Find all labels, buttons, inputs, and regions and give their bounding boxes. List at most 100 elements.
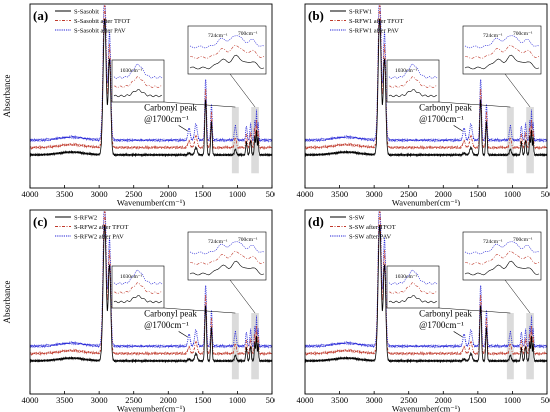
inset-annotation: 700cm⁻¹ <box>238 31 258 37</box>
inset-series-line <box>113 269 163 285</box>
carbonyl-annotation: Carbonyl peak <box>419 309 472 319</box>
series-line-0 <box>304 18 548 158</box>
inset-1030: 1030cm⁻¹ <box>111 59 165 103</box>
legend-label: S-Sasobit after PAV <box>74 28 126 35</box>
x-axis-label: Wavenumber(cm⁻¹) <box>117 198 185 207</box>
x-tick-label: 3500 <box>56 189 73 199</box>
carbonyl-annotation: @1700cm⁻¹ <box>144 114 189 124</box>
x-tick-label: 2500 <box>400 395 417 405</box>
plot-frame <box>29 209 273 395</box>
x-tick-label: 1000 <box>229 189 246 199</box>
x-axis-label: Wavenumber(cm⁻¹) <box>117 404 185 412</box>
panel-label: (d) <box>308 214 324 229</box>
inset-series-line <box>113 282 163 295</box>
inset-series-line <box>464 54 540 70</box>
series-line-2 <box>304 211 548 349</box>
legend-label: S-RFW1 after PAV <box>349 28 399 35</box>
ftir-chart-a: 4000 3500 3000 2500 2000 1500 1000 500 Wavenumbe… <box>2 3 275 207</box>
carbonyl-arrow <box>453 125 463 132</box>
inset-connector <box>438 101 511 108</box>
x-tick-label: 1000 <box>504 395 521 405</box>
series-line-1 <box>304 211 548 357</box>
inset-series-line <box>388 89 438 98</box>
x-tick-label: 3000 <box>366 189 383 199</box>
inset-series-line <box>388 282 438 295</box>
inset-series-line <box>113 89 163 98</box>
chart-panel-b: 4000 3500 3000 2500 2000 1500 1000 500 Wavenumbe… <box>275 0 550 206</box>
chart-panel-c: 4000 3500 3000 2500 2000 1500 1000 500 Wavenumbe… <box>0 206 275 412</box>
inset-series-line <box>189 241 265 255</box>
carbonyl-annotation: @1700cm⁻¹ <box>144 320 189 330</box>
x-tick-label: 500 <box>266 189 275 199</box>
series-line-0 <box>29 18 273 158</box>
ftir-chart-b: 4000 3500 3000 2500 2000 1500 1000 500 Wavenumbe… <box>297 3 550 206</box>
panel-label: (c) <box>33 214 47 229</box>
x-tick-label: 2000 <box>435 395 452 405</box>
inset-annotation: 724cm⁻¹ <box>208 33 228 39</box>
inset-series-line <box>464 260 540 276</box>
legend-label: S-RFW1 <box>349 9 372 16</box>
x-tick-label: 3500 <box>331 395 348 405</box>
x-tick-label: 3500 <box>56 395 73 405</box>
x-tick-label: 1500 <box>194 395 211 405</box>
inset-1030: 1030cm⁻¹ <box>386 59 440 103</box>
x-tick-label: 1500 <box>194 189 211 199</box>
inset-series-line <box>388 76 438 89</box>
x-tick-label: 1500 <box>469 395 486 405</box>
carbonyl-annotation: Carbonyl peak <box>144 309 197 319</box>
inset-series-line <box>113 295 163 304</box>
inset-connector <box>163 307 236 314</box>
plot-frame <box>304 209 548 395</box>
highlight-band <box>506 107 514 174</box>
inset-724-700: 724cm⁻¹ 700cm⁻¹ <box>187 25 267 75</box>
x-tick-label: 1500 <box>469 189 486 199</box>
x-tick-label: 1000 <box>229 395 246 405</box>
inset-724-700: 724cm⁻¹ 700cm⁻¹ <box>462 25 542 75</box>
inset-724-700: 724cm⁻¹ 700cm⁻¹ <box>462 231 542 281</box>
x-tick-label: 2500 <box>125 189 142 199</box>
inset-annotation: 1030cm⁻¹ <box>120 68 143 74</box>
inset-annotation: 1030cm⁻¹ <box>395 68 418 74</box>
legend-label: S-RFW2 after TFOT <box>74 224 128 231</box>
x-tick-label: 2000 <box>435 189 452 199</box>
legend-label: S-SW <box>349 215 365 222</box>
inset-series-line <box>189 260 265 276</box>
inset-series-line <box>113 63 163 79</box>
legend-label: S-RFW2 <box>74 215 97 222</box>
x-axis-label: Wavenumber(cm⁻¹) <box>392 404 460 412</box>
x-tick-label: 2500 <box>125 395 142 405</box>
ftir-chart-c: 4000 3500 3000 2500 2000 1500 1000 500 Wavenumbe… <box>2 209 275 412</box>
x-tick-label: 500 <box>541 395 550 405</box>
inset-1030: 1030cm⁻¹ <box>111 265 165 309</box>
x-tick-label: 2500 <box>400 189 417 199</box>
inset-724-700: 724cm⁻¹ 700cm⁻¹ <box>187 231 267 281</box>
x-tick-label: 3000 <box>91 395 108 405</box>
y-axis-label: Absorbance <box>2 75 12 118</box>
inset-1030: 1030cm⁻¹ <box>386 265 440 309</box>
ftir-chart-d: 4000 3500 3000 2500 2000 1500 1000 500 Wavenumbe… <box>297 209 550 412</box>
x-tick-label: 1000 <box>504 189 521 199</box>
carbonyl-annotation: @1700cm⁻¹ <box>419 320 464 330</box>
series-line-0 <box>29 224 273 364</box>
inset-annotation: 724cm⁻¹ <box>483 239 503 245</box>
inset-series-line <box>388 295 438 304</box>
x-tick-label: 4000 <box>297 395 314 405</box>
series-line-0 <box>304 224 548 364</box>
inset-series-line <box>113 76 163 89</box>
inset-connector <box>229 279 256 314</box>
highlight-band <box>231 107 239 174</box>
x-tick-label: 3000 <box>366 395 383 405</box>
inset-annotation: 1030cm⁻¹ <box>120 274 143 280</box>
x-tick-label: 3500 <box>331 189 348 199</box>
series-line-2 <box>29 211 273 349</box>
inset-series-line <box>465 45 540 59</box>
inset-connector <box>504 279 531 314</box>
inset-series-line <box>464 35 540 49</box>
inset-connector <box>504 73 531 108</box>
x-tick-label: 4000 <box>22 189 39 199</box>
inset-annotation: 724cm⁻¹ <box>483 33 503 39</box>
inset-connector <box>229 73 256 108</box>
legend-label: S-RFW2 after PAV <box>74 234 124 241</box>
series-line-1 <box>304 5 548 151</box>
